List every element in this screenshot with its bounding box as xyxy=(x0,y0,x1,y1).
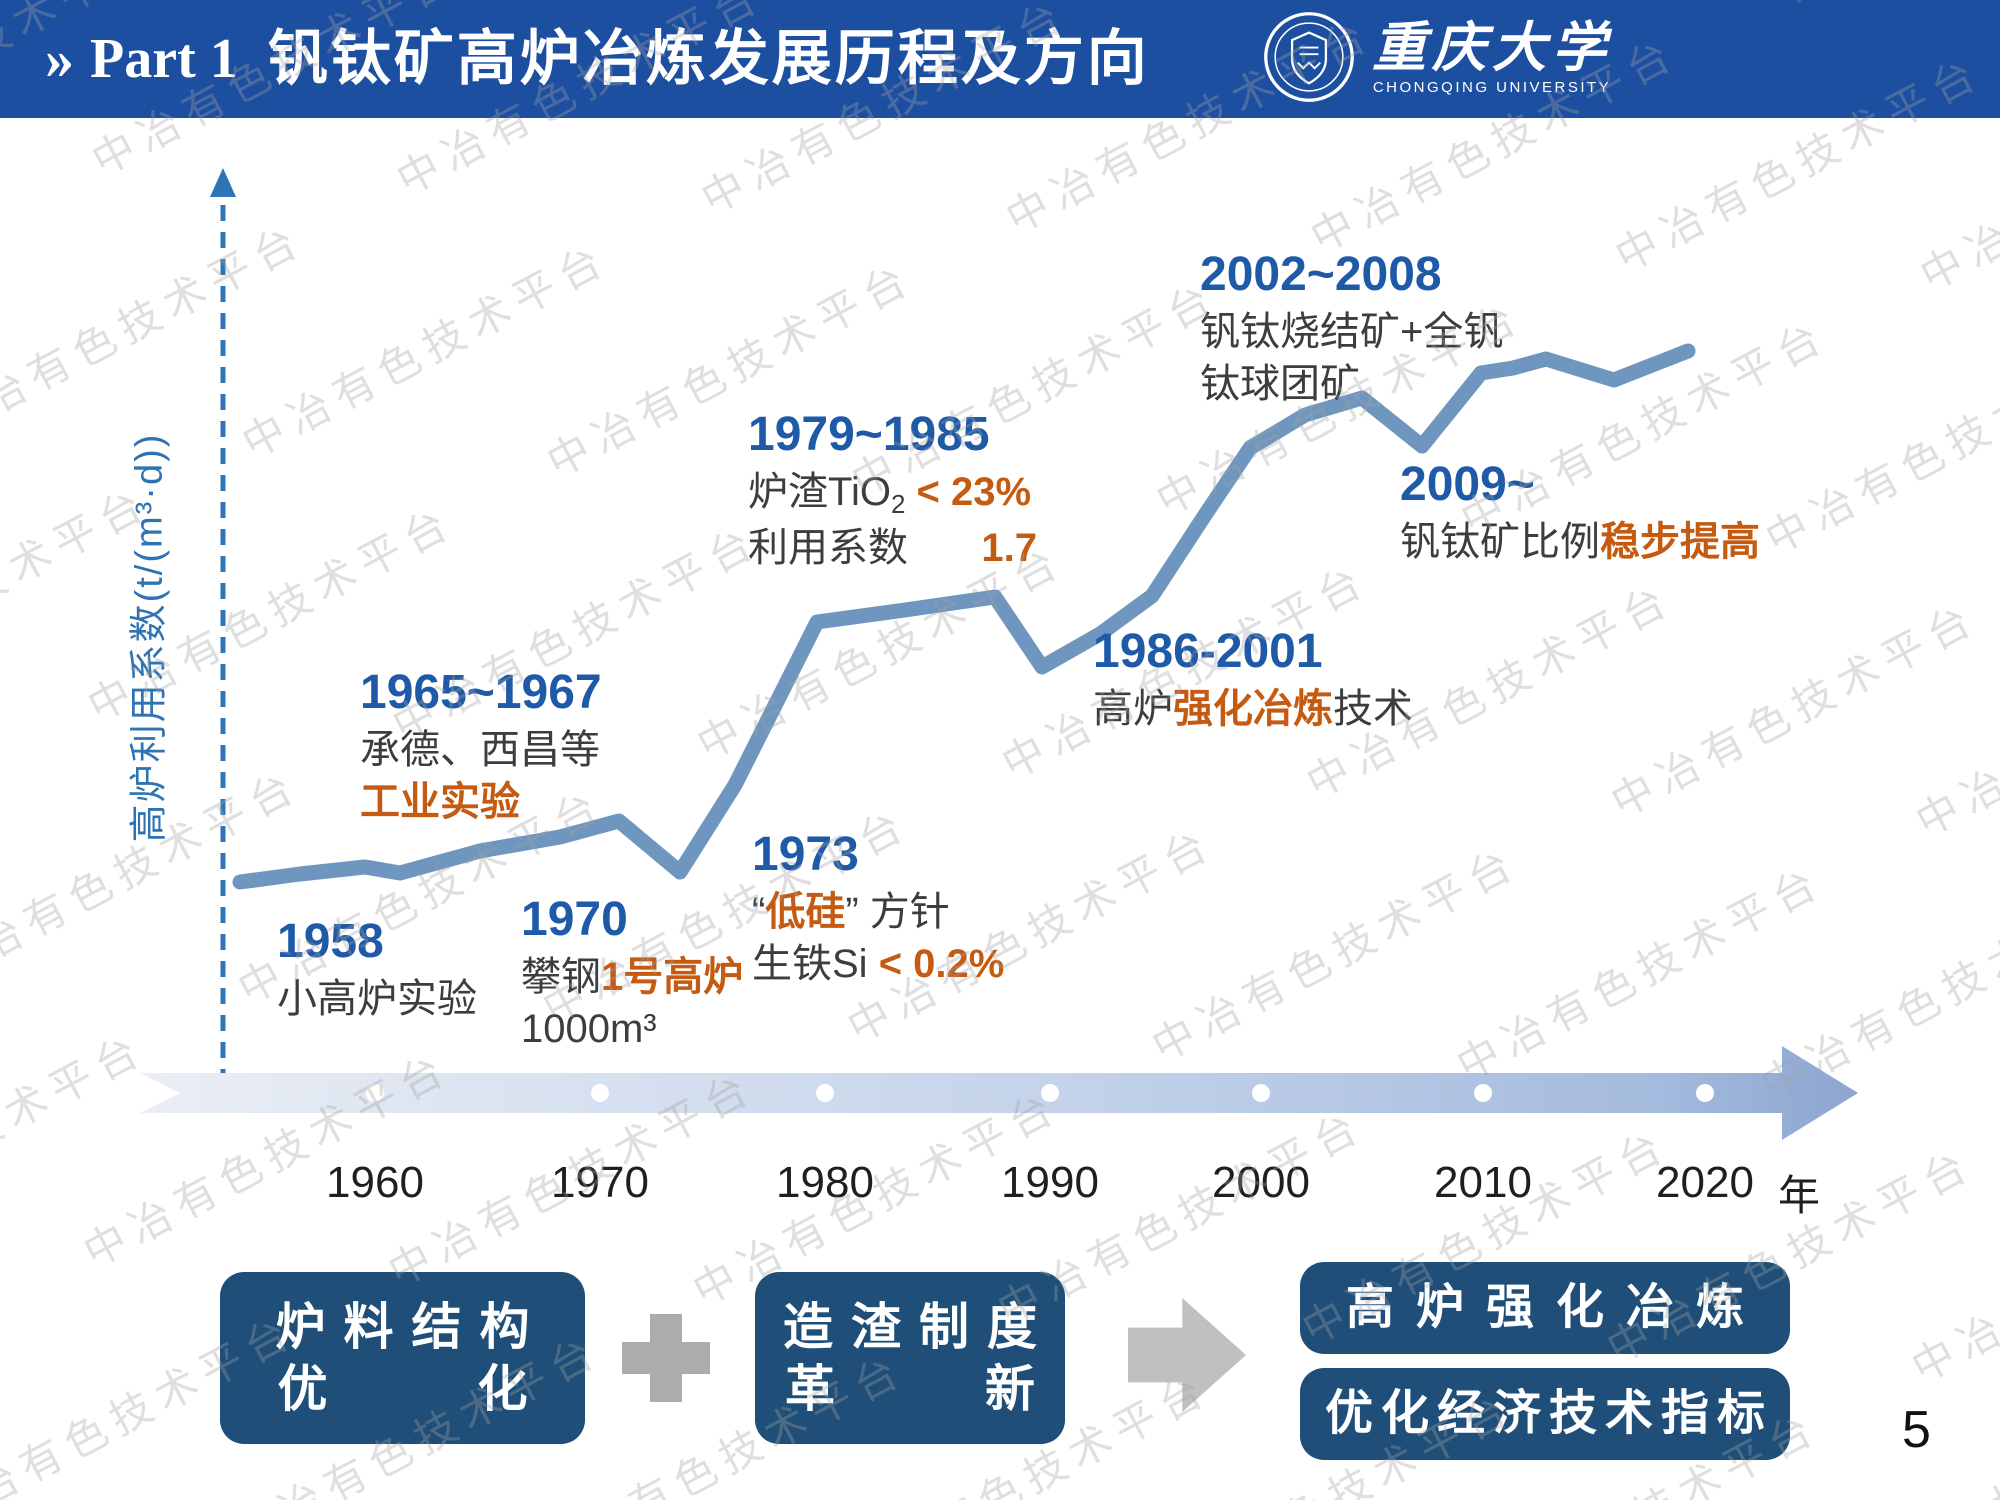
annotation-line: 生铁Si < 0.2% xyxy=(752,942,1005,987)
page-number: 5 xyxy=(1902,1401,1931,1459)
trend-line xyxy=(232,343,1696,890)
annotation-1979: 1979~1985 炉渣TiO2 < 23% 利用系数 1.7 xyxy=(748,408,1037,574)
year-label: 2010 xyxy=(1434,1158,1532,1207)
annotation-line: 炉渣TiO2 < 23% xyxy=(748,470,1032,520)
annotation-2002: 2002~2008 钒钛烧结矿+全钒 钛球团矿 xyxy=(1200,248,1504,410)
university-name-en: CHONGQING UNIVERSITY xyxy=(1372,79,1612,97)
part-label: Part 1 xyxy=(90,28,238,90)
flow-box-charge-structure: 炉料结构 优 化 xyxy=(220,1272,585,1444)
year-label: 1960 xyxy=(326,1158,424,1207)
annotation-1965: 1965~1967 承德、西昌等 工业实验 xyxy=(360,666,602,828)
year-label: 1990 xyxy=(1001,1158,1099,1207)
annotation-line: 利用系数 1.7 xyxy=(748,526,1037,571)
year-label: 1970 xyxy=(551,1158,649,1207)
flow-box-line: 优化经济技术指标 xyxy=(1324,1387,1773,1440)
header: » Part 1 钒钛矿高炉冶炼发展历程及方向 重庆大学 CHONGQING U… xyxy=(0,0,2000,118)
annotation-year: 2009~ xyxy=(1400,458,1535,511)
annotation-year: 2002~2008 xyxy=(1200,248,1442,301)
timeline-bar xyxy=(140,1046,1858,1140)
annotation-line: 攀钢1号高炉 xyxy=(521,955,744,1000)
timeline-dot xyxy=(1041,1084,1059,1102)
timeline-unit-label: 年 xyxy=(1778,1172,1821,1219)
flow-box-line: 造渣制度 xyxy=(783,1299,1055,1355)
annotation-line: 钛球团矿 xyxy=(1200,362,1360,407)
university-seal-icon xyxy=(1264,12,1354,102)
timeline-dot xyxy=(1696,1084,1714,1102)
annotation-1973: 1973 “低硅” 方针生铁Si < 0.2% xyxy=(752,828,1005,990)
y-axis-arrowhead-icon xyxy=(210,168,236,197)
plus-icon xyxy=(622,1314,710,1402)
timeline-dot xyxy=(591,1084,609,1102)
timeline-dot xyxy=(816,1084,834,1102)
timeline-dot xyxy=(1252,1084,1270,1102)
annotation-2009: 2009~ 钒钛矿比例稳步提高 xyxy=(1400,458,1760,568)
annotation-line: 承德、西昌等 xyxy=(360,728,600,773)
annotation-year: 1970 xyxy=(521,893,628,946)
year-label: 2000 xyxy=(1212,1158,1310,1207)
flow-box-line: 高炉强化冶炼 xyxy=(1345,1281,1766,1334)
annotation-line: 1000m³ xyxy=(521,1007,657,1052)
timeline-years: 1960 1970 1980 1990 2000 2010 2020 xyxy=(0,1158,2000,1218)
annotation-line: “低硅” 方针 xyxy=(752,890,950,935)
timeline-dots xyxy=(366,1084,1714,1102)
flow-box-optimize-indicators: 优化经济技术指标 xyxy=(1300,1368,1790,1460)
annotation-year: 1986-2001 xyxy=(1093,625,1323,678)
flow-box-line: 炉料结构 xyxy=(275,1299,548,1355)
university-logo: 重庆大学 CHONGQING UNIVERSITY xyxy=(1262,10,1612,104)
flow-box-line: 革 新 xyxy=(785,1361,1035,1417)
annotation-year: 1973 xyxy=(752,828,859,881)
annotation-1970: 1970 攀钢1号高炉 1000m³ xyxy=(521,893,744,1055)
timeline-dot xyxy=(1474,1084,1492,1102)
page-title: 钒钛矿高炉冶炼发展历程及方向 xyxy=(267,25,1150,92)
annotation-year: 1958 xyxy=(277,915,384,968)
year-label: 1980 xyxy=(776,1158,874,1207)
annotation-year: 1979~1985 xyxy=(748,408,990,461)
university-name: 重庆大学 CHONGQING UNIVERSITY xyxy=(1372,14,1612,97)
year-label: 2020 xyxy=(1656,1158,1754,1207)
flow-box-line: 优 化 xyxy=(277,1361,528,1417)
annotation-line: 钒钛矿比例稳步提高 xyxy=(1400,520,1760,565)
annotation-line: 小高炉实验 xyxy=(277,977,477,1022)
annotation-1958: 1958 小高炉实验 xyxy=(277,915,477,1025)
timeline-dot xyxy=(366,1084,384,1102)
annotation-line: 钒钛烧结矿+全钒 xyxy=(1200,310,1504,355)
annotation-line: 工业实验 xyxy=(360,780,520,825)
annotation-line: 高炉强化冶炼技术 xyxy=(1093,687,1413,732)
annotation-year: 1965~1967 xyxy=(360,666,602,719)
flow-box-intensified-smelting: 高炉强化冶炼 xyxy=(1300,1262,1790,1354)
flow-box-slag-regime: 造渣制度 革 新 xyxy=(755,1272,1065,1444)
chevron-icon: » xyxy=(45,26,74,91)
university-name-cn: 重庆大学 xyxy=(1372,14,1612,79)
annotation-1986: 1986-2001 高炉强化冶炼技术 xyxy=(1093,625,1413,735)
